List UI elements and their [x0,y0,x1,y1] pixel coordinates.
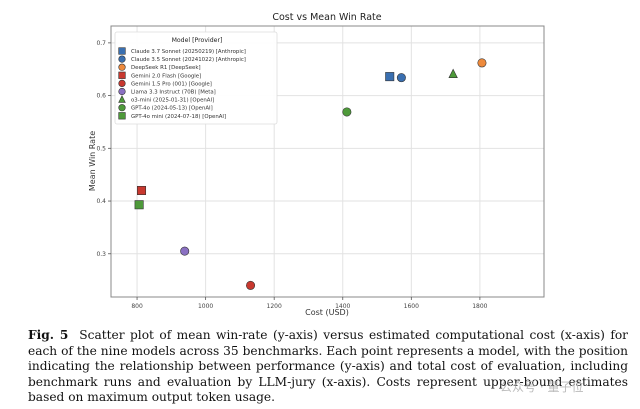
figure-caption: Fig. 5 Scatter plot of mean win-rate (y-… [28,328,628,406]
legend-marker [118,55,126,63]
data-point [385,72,395,82]
legend-marker [118,87,126,96]
data-point [448,68,458,78]
data-point [342,107,352,117]
data-point [477,58,487,68]
legend-label: Gemini 2.0 Flash [Google] [131,73,201,79]
legend-title: Model [Provider] [172,37,223,44]
legend-label: DeepSeek R1 [DeepSeek] [131,65,201,71]
legend-marker [118,95,126,103]
y-tick-label: 0.3 [96,251,106,258]
legend-label: Gemini 1.5 Pro (001) [Google] [131,81,212,87]
legend: Model [Provider] Claude 3.7 Sonnet (20250… [114,31,278,125]
y-tick-label: 0.7 [96,40,106,47]
data-point [180,246,190,256]
x-axis-label: Cost (USD) [305,308,349,317]
legend-label: Claude 3.7 Sonnet (20250219) [Anthropic] [131,49,246,55]
legend-marker [118,79,126,87]
data-point [396,73,406,83]
x-tick-label: 1600 [404,303,419,310]
data-points [134,58,487,290]
x-tick-label: 1200 [267,303,282,310]
watermark: 公众号 · 量子位 [500,380,584,394]
y-tick-label: 0.6 [96,93,106,100]
y-axis: 0.3 0.4 0.5 0.6 0.7 [96,40,111,258]
legend-marker [118,71,126,79]
legend-box [114,31,278,125]
data-point [137,185,147,195]
data-point [246,280,256,290]
legend-marker [118,63,126,71]
data-point [134,200,144,210]
caption-text: Scatter plot of mean win-rate (y-axis) v… [28,328,629,405]
y-tick-label: 0.5 [96,145,106,152]
y-axis-label: Mean Win Rate [88,131,97,191]
legend-marker [118,47,126,55]
legend-label: Claude 3.5 Sonnet (20241022) [Anthropic] [131,57,246,63]
plot-frame [110,25,545,298]
x-tick-label: 1400 [335,303,350,310]
legend-label: o3-mini (2025-01-31) [OpenAI] [131,98,214,104]
legend-label: GPT-4o mini (2024-07-18) [OpenAI] [131,114,226,120]
y-tick-label: 0.4 [96,198,106,205]
x-tick-label: 800 [131,303,143,310]
legend-marker [118,104,126,112]
figure-label: Fig. 5 [28,328,69,342]
x-axis: 800 1000 1200 1400 1600 1800 [131,297,488,310]
scatter-chart: Cost vs Mean Win Rate 800 1000 1200 1400 160… [88,12,545,317]
chart-title: Cost vs Mean Win Rate [272,12,381,23]
x-tick-label: 1000 [198,303,213,310]
x-tick-label: 1800 [472,303,487,310]
legend-label: GPT-4o (2024-05-13) [OpenAI] [131,106,213,112]
legend-label: Llama 3.3 Instruct (70B) [Meta] [131,90,216,96]
legend-marker [118,112,126,120]
